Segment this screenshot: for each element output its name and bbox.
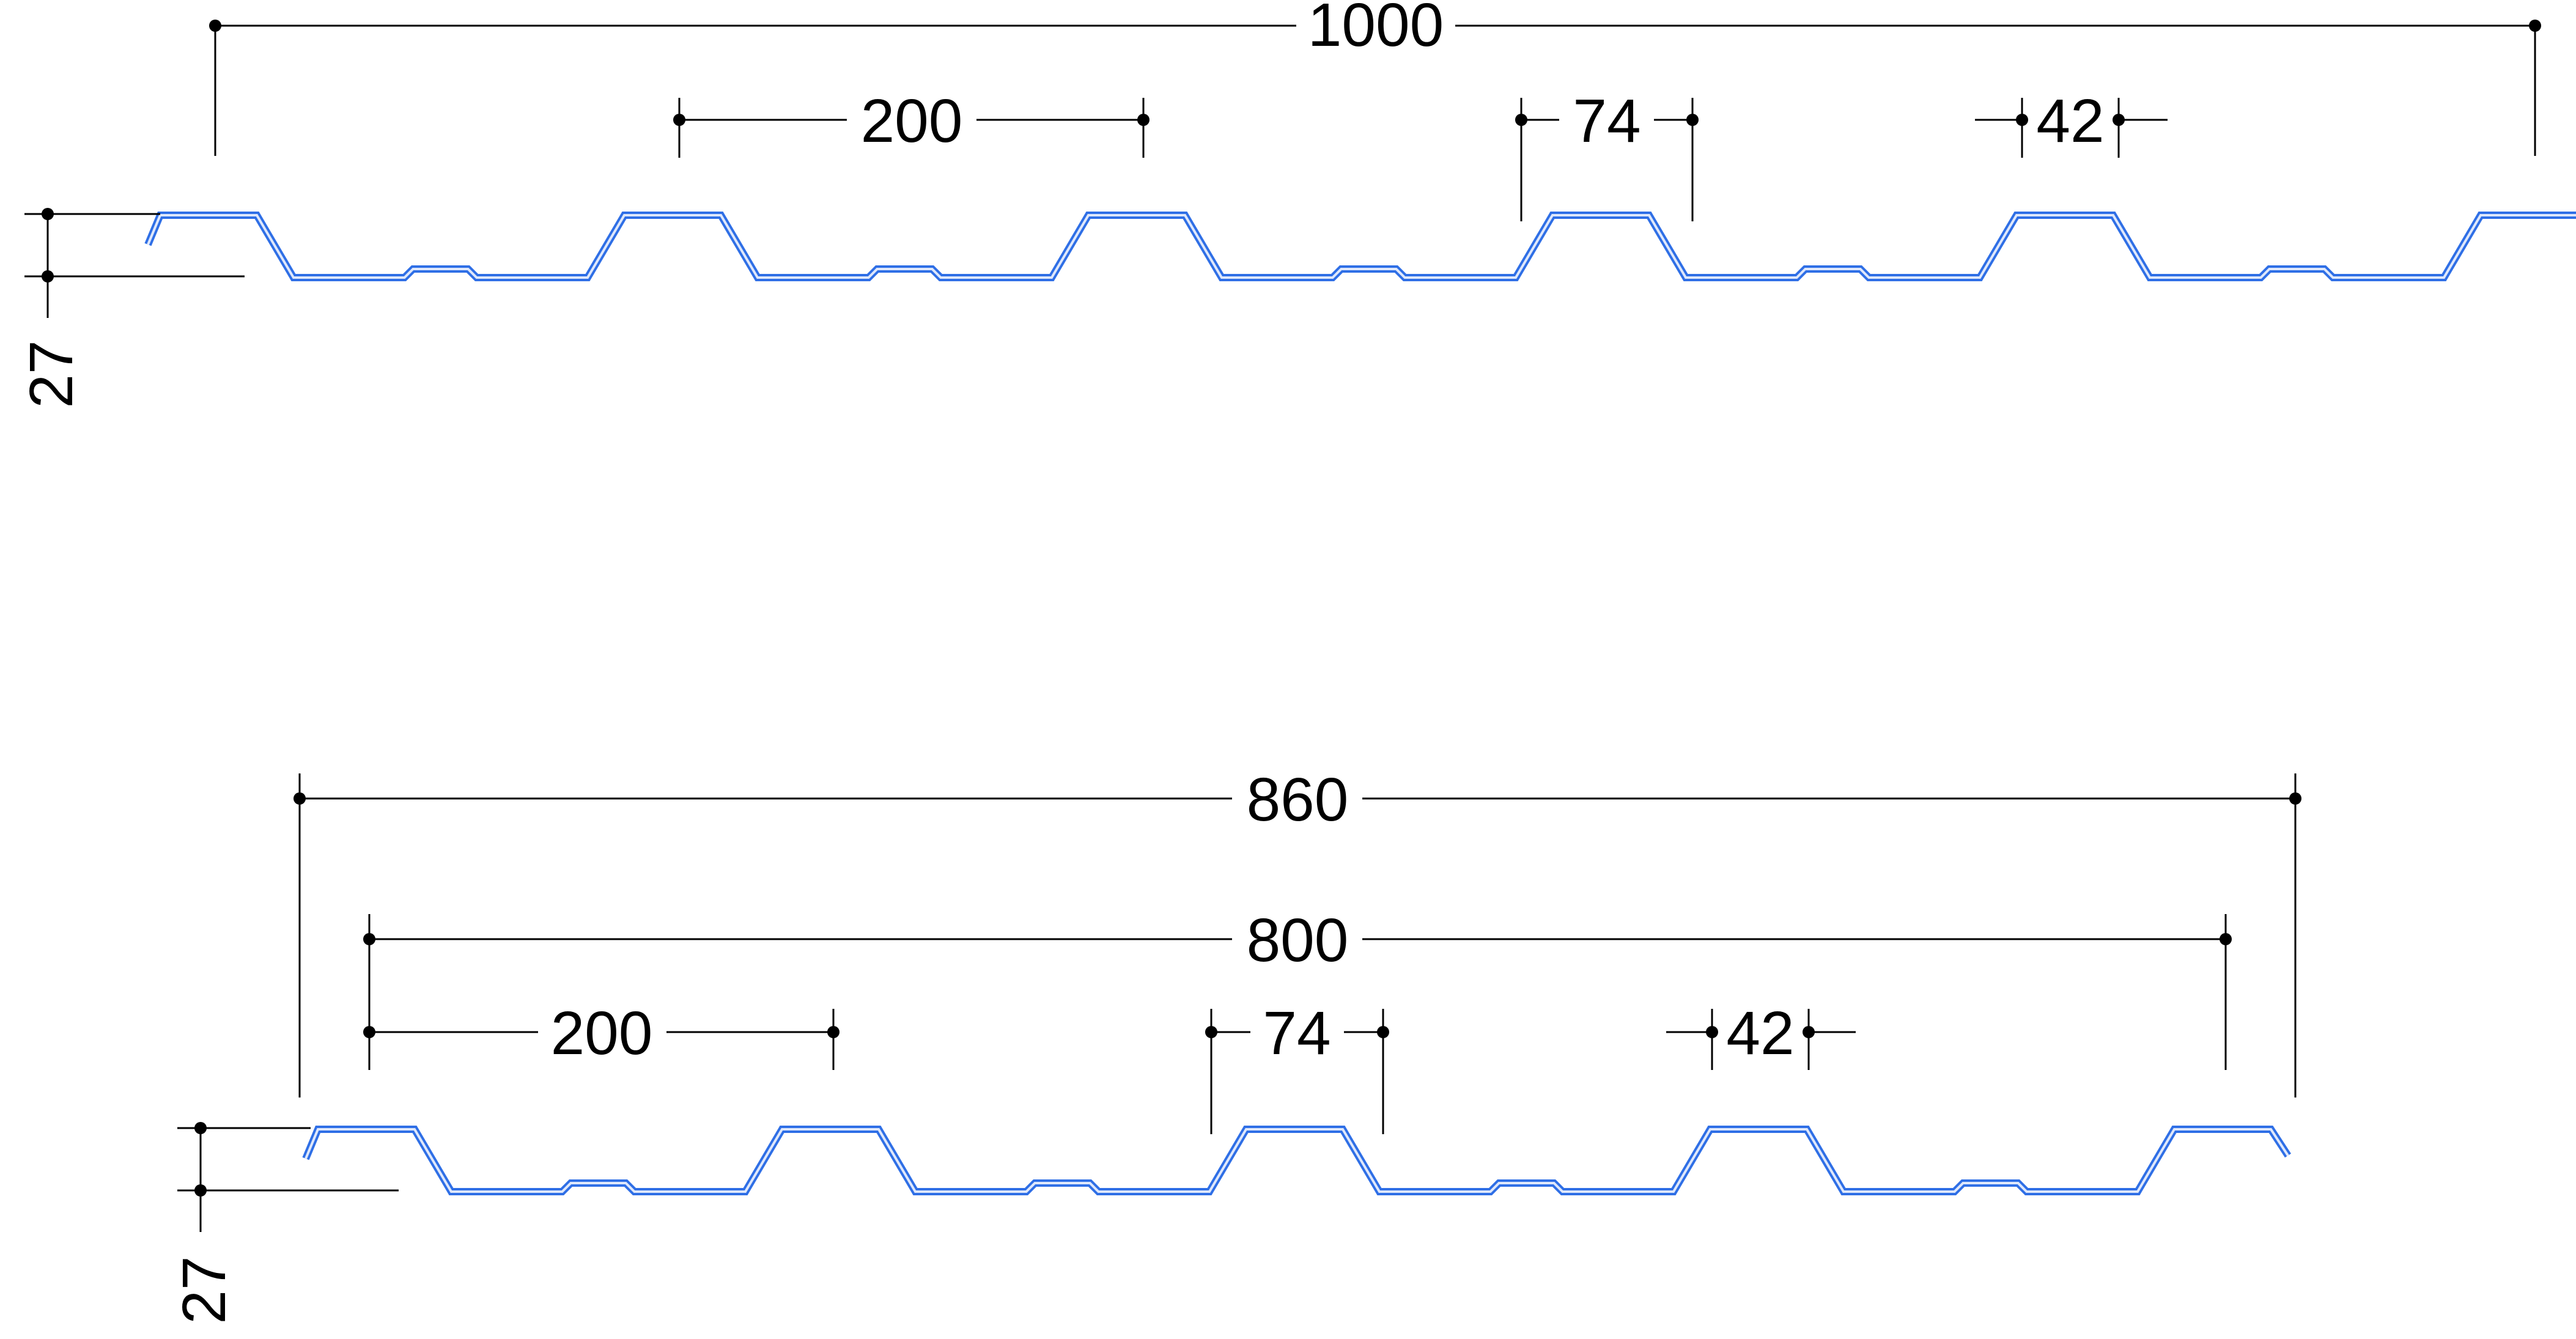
top-overall-width-dimension: 1000	[209, 0, 2541, 156]
top-rib-pitch-label: 200	[861, 87, 963, 155]
bottom-height-dimension: 27	[170, 1122, 399, 1324]
bottom-rib-width-dimension: 74	[1205, 999, 1389, 1134]
profile-bottom: 860 800 200	[170, 765, 2301, 1324]
top-rib-width-dimension: 74	[1515, 87, 1699, 221]
bottom-stiffener-dimension: 42	[1666, 999, 1856, 1070]
bottom-height-label: 27	[170, 1256, 238, 1324]
profile-top-sheet	[144, 212, 2576, 281]
top-rib-width-label: 74	[1573, 87, 1640, 155]
bottom-effective-width-label: 800	[1247, 906, 1349, 975]
profile-bottom-sheet	[302, 1126, 2292, 1195]
bottom-overall-width-dimension: 860	[293, 765, 2301, 1097]
top-height-label: 27	[17, 340, 86, 408]
bottom-overall-width-label: 860	[1247, 765, 1349, 834]
bottom-rib-pitch-label: 200	[551, 999, 653, 1068]
bottom-stiffener-label: 42	[1726, 999, 1794, 1068]
top-stiffener-label: 42	[2036, 87, 2104, 155]
bottom-rib-pitch-dimension: 200	[363, 999, 840, 1070]
top-rib-pitch-dimension: 200	[673, 87, 1150, 158]
bottom-effective-width-dimension: 800	[363, 906, 2232, 1070]
top-height-dimension: 27	[17, 208, 245, 408]
top-stiffener-dimension: 42	[1975, 87, 2168, 158]
top-overall-width-label: 1000	[1308, 0, 1444, 59]
profile-top: 1000 200 74	[17, 0, 2576, 408]
bottom-rib-width-label: 74	[1263, 999, 1330, 1068]
